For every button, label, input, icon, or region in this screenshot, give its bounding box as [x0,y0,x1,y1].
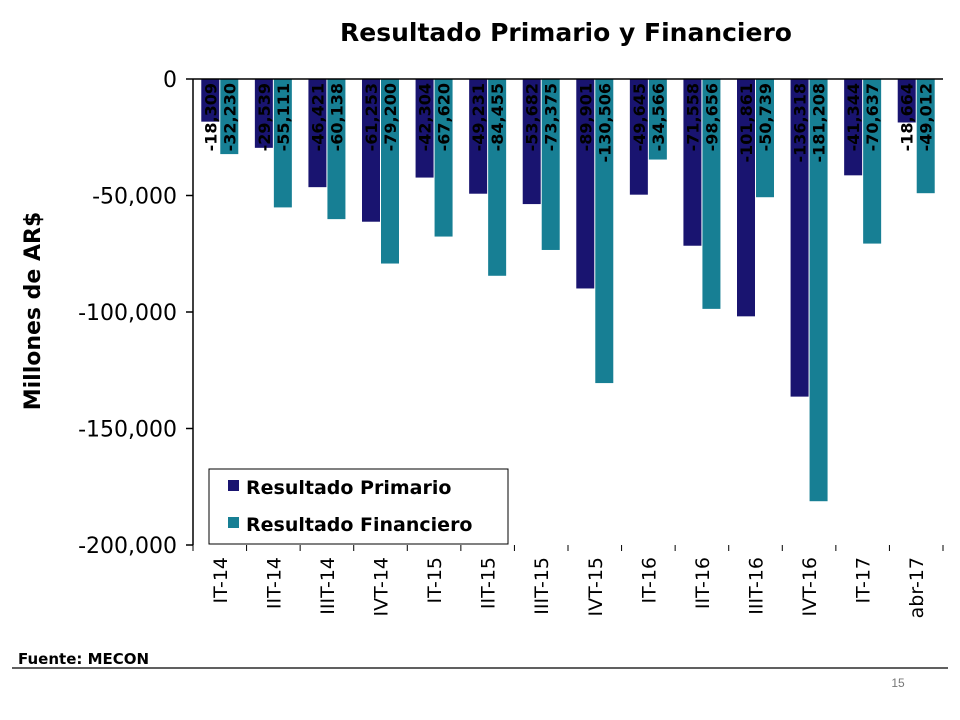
legend-label-financiero: Resultado Financiero [246,514,473,536]
page-number: 15 [891,676,905,690]
bar-financiero [595,79,614,384]
bar-financiero [916,79,935,194]
data-label: -89,901 [576,83,595,151]
bar-financiero [434,79,453,237]
x-tick-label: IVT-15 [585,557,607,617]
data-label: -49,645 [630,83,649,151]
data-label: -181,208 [810,83,829,163]
data-label: -73,375 [542,83,561,151]
x-tick-label: IT-15 [424,557,446,604]
data-label: -49,012 [917,83,936,151]
data-label: -42,304 [416,83,435,151]
bar-financiero [648,79,667,160]
bar-primario [201,79,220,122]
bar-primario [362,79,380,222]
data-label: -136,318 [791,83,810,163]
y-tick-label: -50,000 [92,185,177,210]
x-axis-ticks: IT-14 IIT-14 IIIT-14 IVT-14 IT-15 IIT-15 IIIT-… [192,545,944,618]
x-tick-label: abr-17 [906,557,928,618]
data-label: -70,637 [863,83,882,151]
data-label: -71,558 [683,83,702,151]
bar-primario [683,79,702,246]
data-label: -18,664 [898,83,917,151]
data-label: -29,539 [255,83,274,151]
bar-financiero [273,79,292,208]
bars: -18,309 -32,230 -29,539 -55,111 -46,421 -60,1… [201,79,936,502]
y-tick-label: -100,000 [78,301,177,326]
y-tick-label: -200,000 [78,534,177,559]
y-tick-label: -150,000 [78,418,177,443]
legend: Resultado Primario Resultado Financiero [208,468,509,545]
bar-primario [415,79,434,178]
data-label: -53,682 [523,83,542,151]
data-label: -130,506 [595,83,614,163]
data-label: -60,138 [327,83,346,151]
data-label: -46,421 [308,83,327,151]
data-label: -18,309 [201,83,220,151]
data-label: -67,620 [435,83,454,151]
x-tick-label: IIT-14 [263,557,285,609]
data-label: -41,344 [844,83,863,151]
bar-primario [844,79,863,176]
chart-title: Resultado Primario y Financiero [340,18,792,47]
x-tick-label: IT-16 [638,557,660,604]
bar-primario [469,79,488,194]
bar-financiero [381,79,399,264]
bar-primario [308,79,327,188]
bar-financiero [327,79,346,220]
x-tick-label: IT-14 [210,557,232,604]
bar-financiero [220,79,239,155]
bar-primario [629,79,648,195]
x-tick-label: IIIT-14 [317,557,339,615]
y-axis-label: Millones de AR$ [21,212,46,411]
bar-primario [897,79,916,123]
legend-label-primario: Resultado Primario [246,477,451,499]
data-label: -84,455 [488,83,507,151]
x-tick-label: IIT-15 [478,557,500,609]
y-axis-ticks: 0 -50,000 -100,000 -150,000 -200,000 [78,68,193,559]
data-label: -50,739 [756,83,775,151]
data-label: -79,200 [381,83,400,151]
bar-primario [254,79,273,148]
bar-financiero [863,79,882,244]
x-tick-label: IVT-14 [371,557,393,617]
bar-primario [522,79,541,205]
data-label: -101,861 [737,83,756,163]
data-label: -34,566 [649,83,668,151]
bar-financiero [702,79,721,309]
data-label: -61,253 [362,83,381,151]
data-label: -32,230 [220,83,239,151]
bar-financiero [541,79,560,250]
y-tick-label: 0 [163,68,177,93]
bar-financiero [809,79,828,502]
axes [192,78,943,545]
bar-financiero [488,79,507,276]
bar-primario [737,79,755,317]
bar-primario [576,79,595,289]
legend-frame [208,468,509,545]
x-tick-label: IIIT-15 [531,557,553,615]
x-tick-label: IIIT-16 [746,557,768,615]
x-tick-label: IIT-16 [692,557,714,609]
bar-primario [790,79,809,397]
data-label: -55,111 [274,83,293,151]
legend-swatch-primario [228,480,239,491]
data-label: -49,231 [469,83,488,151]
bar-financiero [756,79,774,198]
legend-swatch-financiero [228,517,239,528]
x-tick-label: IVT-16 [799,557,821,617]
source-note: Fuente: MECON [18,650,149,668]
data-label: -98,656 [702,83,721,151]
x-tick-label: IT-17 [853,557,875,604]
